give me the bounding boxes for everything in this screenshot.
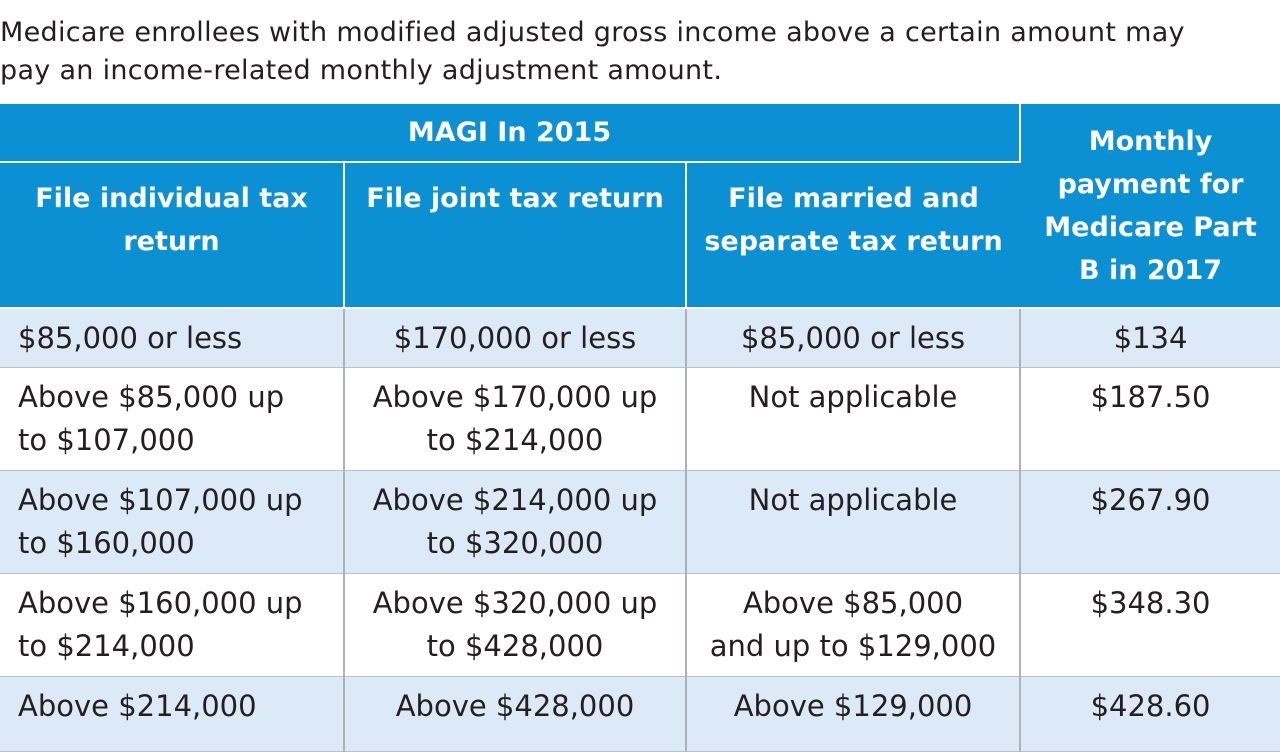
payment-header-line: B in 2017: [1079, 254, 1223, 286]
cell-line: Above $320,000 up: [372, 586, 658, 620]
cell-line: $170,000 or less: [393, 321, 637, 355]
cell-line: Above $214,000: [18, 689, 257, 723]
payment-header-line: Monthly: [1088, 125, 1213, 157]
table-row: Above $107,000 up to $160,000 Above $214…: [0, 470, 1280, 574]
payment-cell: $428.60: [1020, 676, 1280, 752]
cell-line: and up to $129,000: [709, 629, 997, 663]
magi-group-header: MAGI In 2015: [0, 104, 1022, 163]
individual-column-header: File individual tax return: [0, 162, 345, 309]
payment-cell: $187.50: [1020, 367, 1280, 471]
medicare-income-table: MAGI In 2015 Monthly payment for Medicar…: [0, 104, 1280, 752]
monthly-payment-header: Monthly payment for Medicare Part B in 2…: [1020, 104, 1280, 309]
joint-cell: Above $320,000 up to $428,000: [344, 573, 687, 677]
cell-line: Above $85,000: [742, 586, 964, 620]
joint-header-line: File joint tax return: [366, 183, 664, 214]
cell-line: to $160,000: [18, 526, 195, 560]
separate-column-header: File married and separate tax return: [686, 162, 1021, 309]
table-row: Above $160,000 up to $214,000 Above $320…: [0, 573, 1280, 677]
individual-cell: Above $160,000 up to $214,000: [0, 573, 345, 677]
intro-line-1: Medicare enrollees with modified adjuste…: [0, 17, 1185, 48]
payment-cell: $134: [1020, 308, 1280, 368]
table-row: Above $85,000 up to $107,000 Above $170,…: [0, 367, 1280, 471]
separate-cell: $85,000 or less: [686, 308, 1022, 368]
individual-cell: Above $214,000: [0, 676, 345, 752]
individual-cell: Above $85,000 up to $107,000: [0, 367, 345, 471]
individual-cell: Above $107,000 up to $160,000: [0, 470, 345, 574]
cell-line: Above $170,000 up: [372, 380, 658, 414]
table-row: $85,000 or less $170,000 or less $85,000…: [0, 308, 1280, 368]
cell-line: Above $214,000 up: [372, 483, 658, 517]
cell-line: Not applicable: [748, 483, 958, 517]
separate-cell: Not applicable: [686, 367, 1022, 471]
cell-line: to $320,000: [426, 526, 604, 560]
separate-header-line: File married and: [728, 183, 979, 214]
cell-line: Above $160,000 up: [18, 586, 303, 620]
individual-header-line: File individual tax: [35, 183, 308, 214]
cell-line: to $428,000: [426, 629, 604, 663]
payment-cell: $267.90: [1020, 470, 1280, 574]
table-row: Above $214,000 Above $428,000 Above $129…: [0, 676, 1280, 752]
separate-cell: Not applicable: [686, 470, 1022, 574]
payment-header-line: payment for: [1057, 168, 1244, 200]
individual-header-line: return: [123, 226, 220, 257]
individual-cell: $85,000 or less: [0, 308, 345, 368]
separate-cell: Above $129,000: [686, 676, 1022, 752]
joint-cell: Above $428,000: [344, 676, 687, 752]
cell-line: to $107,000: [18, 423, 195, 457]
joint-cell: Above $170,000 up to $214,000: [344, 367, 687, 471]
cell-line: $85,000 or less: [18, 321, 243, 355]
cell-line: Above $428,000: [395, 689, 635, 723]
cell-line: Above $107,000 up: [18, 483, 303, 517]
intro-text: Medicare enrollees with modified adjuste…: [0, 14, 1272, 90]
cell-line: to $214,000: [426, 423, 604, 457]
separate-header-line: separate tax return: [704, 226, 1003, 257]
cell-line: Above $85,000 up: [18, 380, 285, 414]
intro-line-2: pay an income-related monthly adjustment…: [0, 55, 723, 86]
payment-header-line: Medicare Part: [1044, 211, 1257, 243]
separate-cell: Above $85,000 and up to $129,000: [686, 573, 1022, 677]
cell-line: to $214,000: [18, 629, 195, 663]
joint-cell: $170,000 or less: [344, 308, 687, 368]
cell-line: Above $129,000: [733, 689, 973, 723]
cell-line: $85,000 or less: [740, 321, 966, 355]
joint-cell: Above $214,000 up to $320,000: [344, 470, 687, 574]
payment-cell: $348.30: [1020, 573, 1280, 677]
cell-line: Not applicable: [748, 380, 958, 414]
joint-column-header: File joint tax return: [344, 162, 687, 309]
